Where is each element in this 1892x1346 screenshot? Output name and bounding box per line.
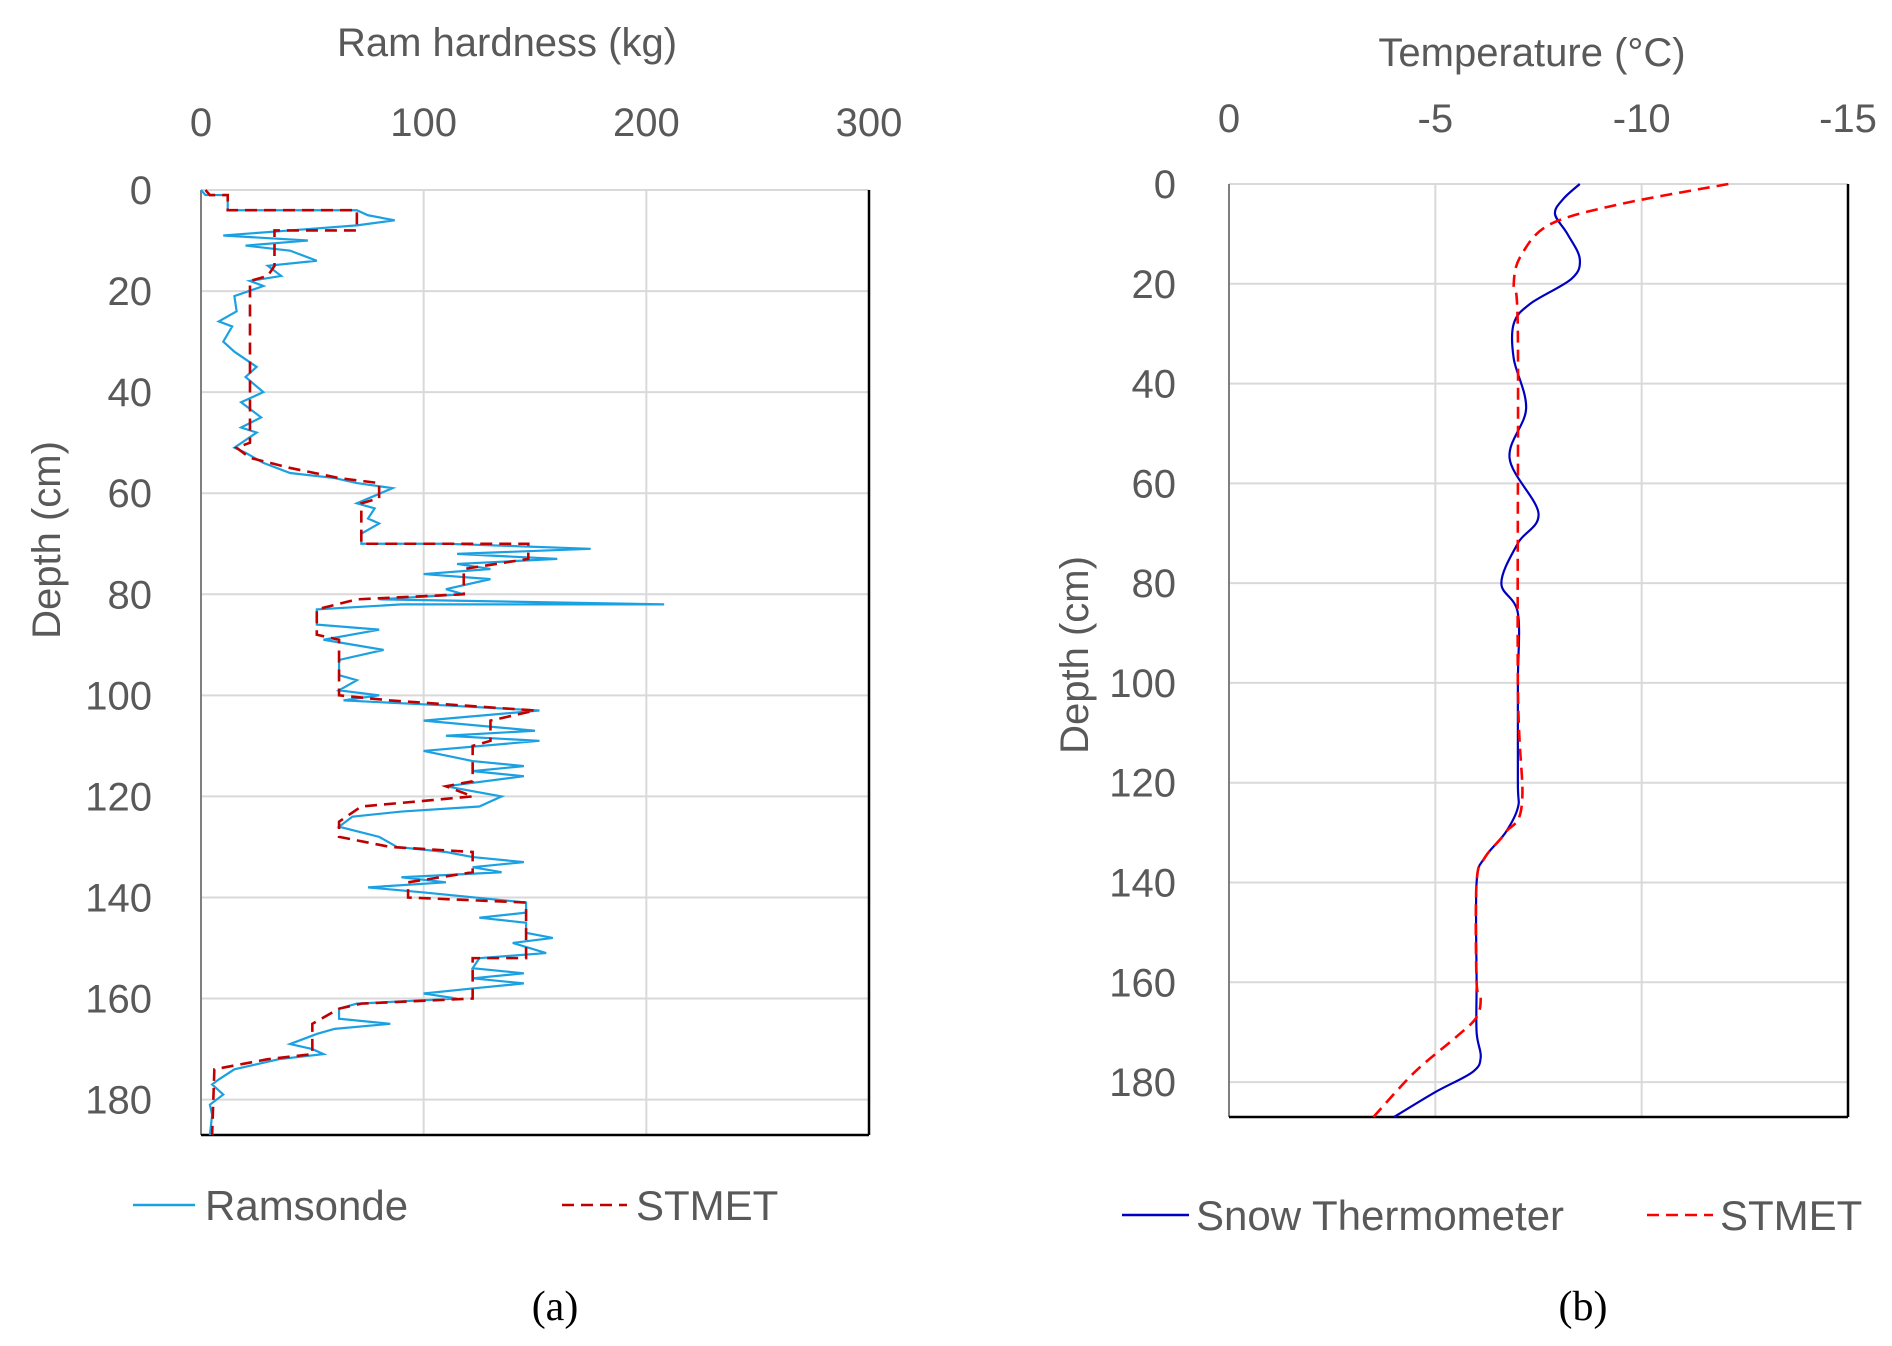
panel-label: (a) (532, 1284, 579, 1330)
legend-label: Snow Thermometer (1196, 1192, 1564, 1239)
y-tick-label: 180 (85, 1079, 152, 1123)
x-tick-label: -10 (1613, 97, 1671, 141)
y-axis-title: Depth (cm) (1053, 556, 1097, 754)
x-tick-label: 200 (613, 101, 680, 145)
x-axis-title: Temperature (°C) (1378, 31, 1685, 75)
chart-panel-a: 0 20 40 60 80 100 120 140 160 180 0 100 200 300 Ram ha… (25, 21, 902, 1330)
y-tick-label: 100 (1109, 662, 1176, 706)
series-line-snow-thermometer (1393, 183, 1582, 1117)
legend-label: STMET (1720, 1192, 1862, 1239)
series-line-stmet (204, 189, 536, 1135)
chart-panel-b: 0 20 40 60 80 100 120 140 160 180 0 -5 -10 -15 Tempera… (1053, 31, 1877, 1330)
y-tick-label: 20 (108, 270, 153, 314)
x-tick-label: 300 (836, 101, 903, 145)
legend-label: Ramsonde (205, 1182, 408, 1229)
x-axis-title: Ram hardness (kg) (337, 21, 677, 65)
series-line-ramsonde (200, 189, 665, 1135)
y-tick-label: 40 (1132, 363, 1177, 407)
y-tick-label: 140 (85, 876, 152, 920)
x-tick-label: 0 (1218, 97, 1240, 141)
y-tick-label: 140 (1109, 862, 1176, 906)
y-tick-label: 80 (1132, 562, 1177, 606)
x-tick-label: 0 (190, 101, 212, 145)
x-tick-label: 100 (390, 101, 457, 145)
y-tick-label: 0 (130, 169, 152, 213)
y-tick-label: 160 (1109, 961, 1176, 1005)
y-tick-label: 60 (1132, 462, 1177, 506)
y-tick-label: 80 (108, 573, 153, 617)
y-tick-label: 0 (1154, 163, 1176, 207)
y-tick-label: 160 (85, 978, 152, 1022)
y-tick-label: 180 (1109, 1061, 1176, 1105)
y-tick-label: 100 (85, 674, 152, 718)
x-tick-label: -15 (1819, 97, 1877, 141)
y-tick-label: 120 (85, 775, 152, 819)
legend-label: STMET (636, 1182, 778, 1229)
y-tick-label: 20 (1132, 263, 1177, 307)
y-tick-label: 60 (108, 472, 153, 516)
y-tick-label: 40 (108, 371, 153, 415)
x-tick-label: -5 (1418, 97, 1454, 141)
y-axis-title: Depth (cm) (25, 441, 69, 639)
y-tick-label: 120 (1109, 762, 1176, 806)
panel-label: (b) (1559, 1284, 1608, 1330)
series-line-stmet (1372, 182, 1729, 1117)
